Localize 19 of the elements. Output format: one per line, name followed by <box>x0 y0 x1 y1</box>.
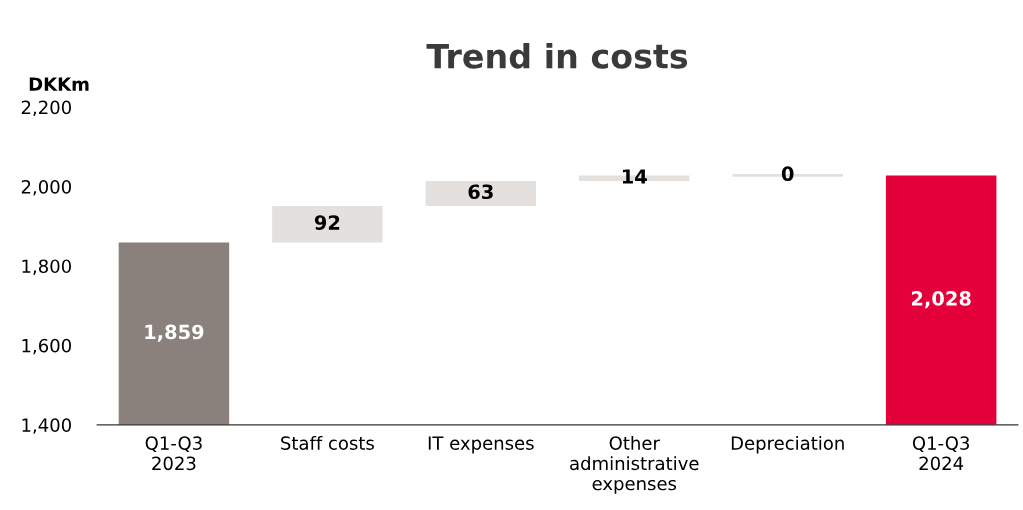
x-tick-label: Depreciation <box>731 435 844 454</box>
y-tick-label: 1,800 <box>22 259 71 275</box>
chart-title: Trend in costs <box>426 42 688 69</box>
data-label: 2,028 <box>911 291 971 309</box>
data-label: 92 <box>314 215 340 230</box>
y-tick-label: 1,400 <box>22 418 71 434</box>
x-tick-label: Q1-Q3 2023 <box>145 436 202 471</box>
data-label: 0 <box>781 166 794 182</box>
y-tick-label: 2,000 <box>21 179 71 196</box>
data-label: 63 <box>468 184 493 200</box>
data-label: 1,859 <box>145 324 204 342</box>
y-axis-title: DKKm <box>29 77 89 91</box>
y-tick-label: 1,600 <box>22 338 71 355</box>
x-tick-label: Q1-Q3 2024 <box>912 436 969 471</box>
x-tick-label: Other administrative expenses <box>570 435 699 494</box>
x-tick-label: IT expenses <box>428 436 534 454</box>
data-label: 14 <box>622 169 647 184</box>
y-tick-label: 2,200 <box>21 100 71 117</box>
x-tick-label: Staff costs <box>281 435 374 450</box>
